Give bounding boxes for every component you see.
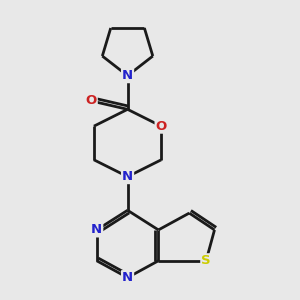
Text: S: S — [201, 254, 211, 267]
Text: N: N — [122, 170, 133, 183]
Text: N: N — [122, 69, 133, 82]
Text: O: O — [85, 94, 97, 107]
Text: N: N — [122, 271, 133, 284]
Text: O: O — [156, 120, 167, 133]
Text: N: N — [91, 224, 102, 236]
